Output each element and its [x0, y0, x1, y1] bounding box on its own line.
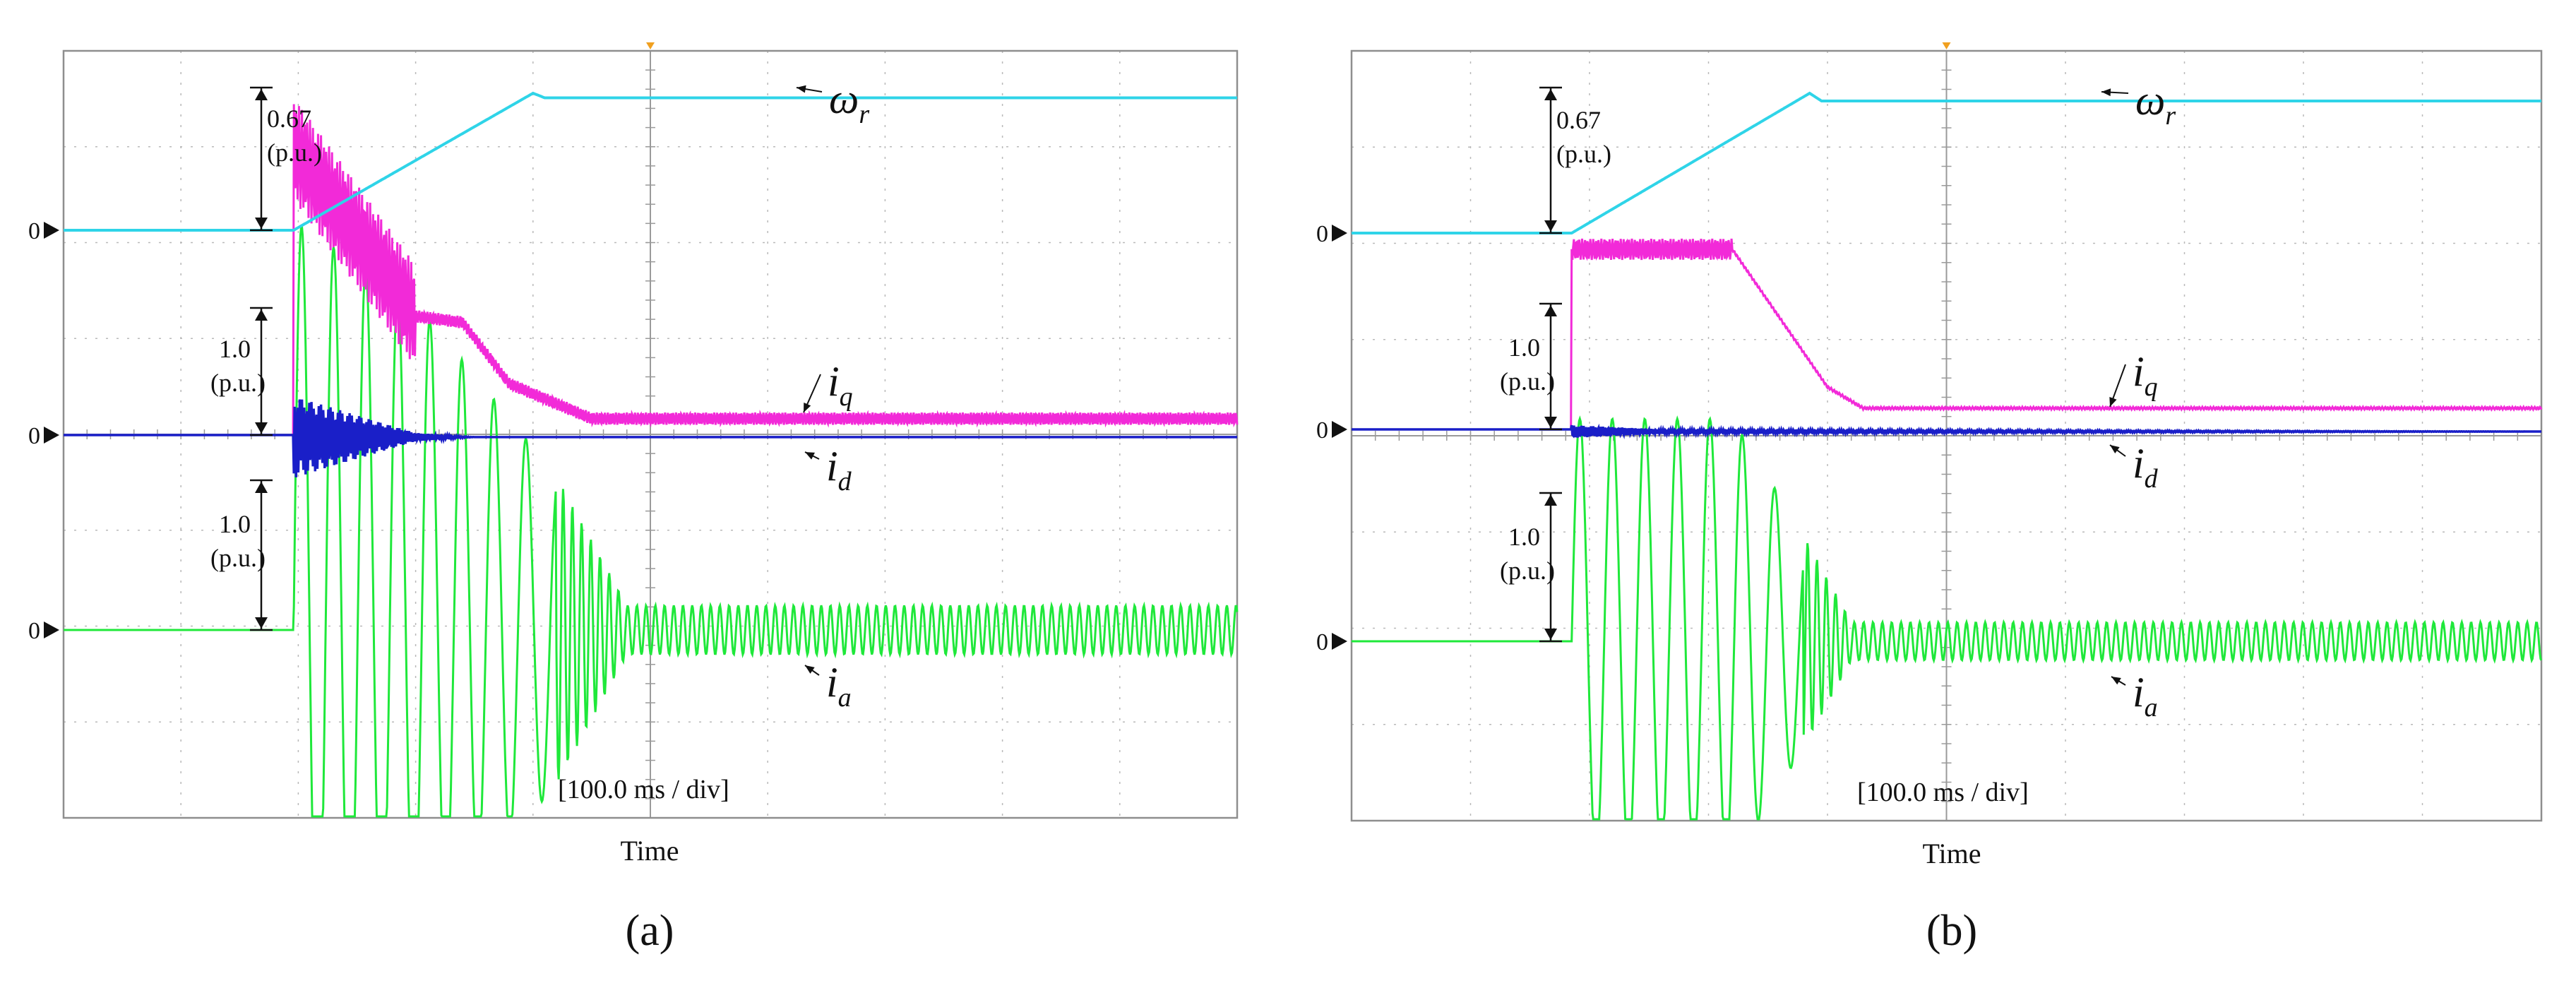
scale-arrow-up: [1544, 305, 1557, 316]
scale-arrow-down: [255, 422, 268, 434]
scale-unit: (p.u.): [1500, 367, 1555, 396]
label-arrow-head: [797, 85, 806, 93]
trace-subscript: r: [859, 100, 869, 129]
zero-marker-arrow: [1332, 421, 1347, 438]
trigger-marker: [1942, 42, 1951, 49]
trace-name-q: iq: [2133, 348, 2158, 402]
trace-name-d: id: [826, 443, 852, 496]
trace-label: ia: [804, 659, 852, 713]
trace-name-r: ωr: [829, 76, 869, 129]
scale-unit: (p.u.): [1500, 557, 1555, 585]
zero-marker-label: 0: [28, 423, 40, 449]
zero-marker-arrow: [44, 222, 59, 239]
scale-arrow-up: [255, 482, 268, 493]
scale-bar: 1.0 (p.u.): [210, 307, 273, 436]
scale-bar: 1.0 (p.u.): [210, 479, 273, 631]
timebase-label: [100.0 ms / div]: [1857, 778, 2029, 807]
label-arrow-head: [2110, 445, 2120, 453]
scale-arrow-down: [255, 218, 268, 229]
x-axis-label: Time: [620, 835, 679, 867]
label-arrow-head: [804, 403, 811, 412]
timebase-label: [100.0 ms / div]: [558, 775, 729, 804]
trace-name-r: ωr: [2135, 77, 2176, 131]
trace-label: ωr: [2101, 77, 2176, 131]
trace-subscript: a: [2145, 693, 2158, 723]
trace-subscript: r: [2165, 101, 2176, 131]
zero-marker-label: 0: [1316, 629, 1328, 655]
zero-marker-label: 0: [1316, 221, 1328, 247]
zero-marker-label: 0: [28, 218, 40, 244]
scale-arrow-up: [255, 89, 268, 100]
scale-value: 1.0: [1508, 523, 1540, 551]
zero-marker-arrow: [1332, 225, 1347, 242]
zero-marker-label: 0: [28, 618, 40, 644]
scale-unit: (p.u.): [1556, 140, 1611, 168]
trace-subscript: q: [2145, 372, 2158, 402]
scale-arrow-down: [255, 617, 268, 629]
trace-label: iq: [2109, 348, 2158, 408]
scale-arrow-down: [1544, 220, 1557, 232]
oscilloscope-chart-b: 0 0 0 0.67 (p.u.) 1.0 (p.u.) 1.0 (p.u.) ωr iq id ia […: [1316, 42, 2543, 955]
scale-unit: (p.u.): [210, 544, 266, 572]
scale-arrow-up: [1544, 494, 1557, 506]
scope-panel-a: 0 0 0 0.67 (p.u.) 1.0 (p.u.) 1.0 (p.u.) ωr iq id ia […: [28, 42, 1239, 955]
trace-subscript: a: [838, 683, 852, 713]
trace-label: ωr: [796, 76, 869, 129]
label-arrow-head: [805, 665, 815, 674]
scale-bar: 1.0 (p.u.): [1500, 302, 1562, 431]
label-arrow-head: [2101, 88, 2111, 97]
scale-bar: 0.67 (p.u.): [1539, 86, 1611, 234]
label-arrow-head: [805, 452, 815, 460]
trace-name-a: ia: [2133, 669, 2158, 723]
scale-unit: (p.u.): [267, 138, 322, 167]
scope-panel-b: 0 0 0 0.67 (p.u.) 1.0 (p.u.) 1.0 (p.u.) ωr iq id ia […: [1288, 0, 2576, 993]
scale-bar: 0.67 (p.u.): [250, 86, 322, 232]
scale-value: 1.0: [219, 510, 251, 538]
trace-label: iq: [803, 358, 853, 413]
label-arrow-head: [2109, 397, 2117, 407]
scale-arrow-up: [1544, 89, 1557, 100]
zero-marker-arrow: [44, 427, 59, 444]
scale-arrow-up: [255, 309, 268, 321]
trace-subscript: d: [838, 467, 852, 496]
scale-arrow-down: [1544, 417, 1557, 428]
oscilloscope-chart-a: 0 0 0 0.67 (p.u.) 1.0 (p.u.) 1.0 (p.u.) ωr iq id ia […: [28, 42, 1239, 955]
trace-subscript: d: [2145, 464, 2159, 494]
trace-label: id: [804, 443, 852, 496]
zero-marker-arrow: [44, 622, 59, 638]
scope-grid: [1351, 50, 2542, 821]
scale-unit: (p.u.): [210, 369, 266, 397]
trace-name-q: iq: [828, 358, 853, 412]
trace-label: ia: [2111, 669, 2158, 723]
panel-sublabel: (a): [626, 907, 674, 955]
scale-bar: 1.0 (p.u.): [1500, 492, 1562, 643]
label-arrow-head: [2111, 677, 2121, 685]
zero-marker-arrow: [1332, 633, 1347, 650]
scale-arrow-down: [1544, 629, 1557, 640]
trace-label: id: [2109, 440, 2159, 494]
trace-name-d: id: [2133, 440, 2159, 494]
scale-value: 1.0: [1508, 333, 1540, 362]
trace-subscript: q: [840, 382, 853, 412]
zero-marker-label: 0: [1316, 417, 1328, 444]
scope-frame: [1350, 49, 2543, 822]
scale-value: 0.67: [267, 105, 311, 133]
scale-value: 0.67: [1556, 106, 1601, 134]
x-axis-label: Time: [1922, 838, 1981, 869]
scale-value: 1.0: [219, 335, 251, 363]
panel-sublabel: (b): [1926, 907, 1977, 955]
trigger-marker: [646, 42, 655, 49]
trace-name-a: ia: [826, 659, 852, 713]
